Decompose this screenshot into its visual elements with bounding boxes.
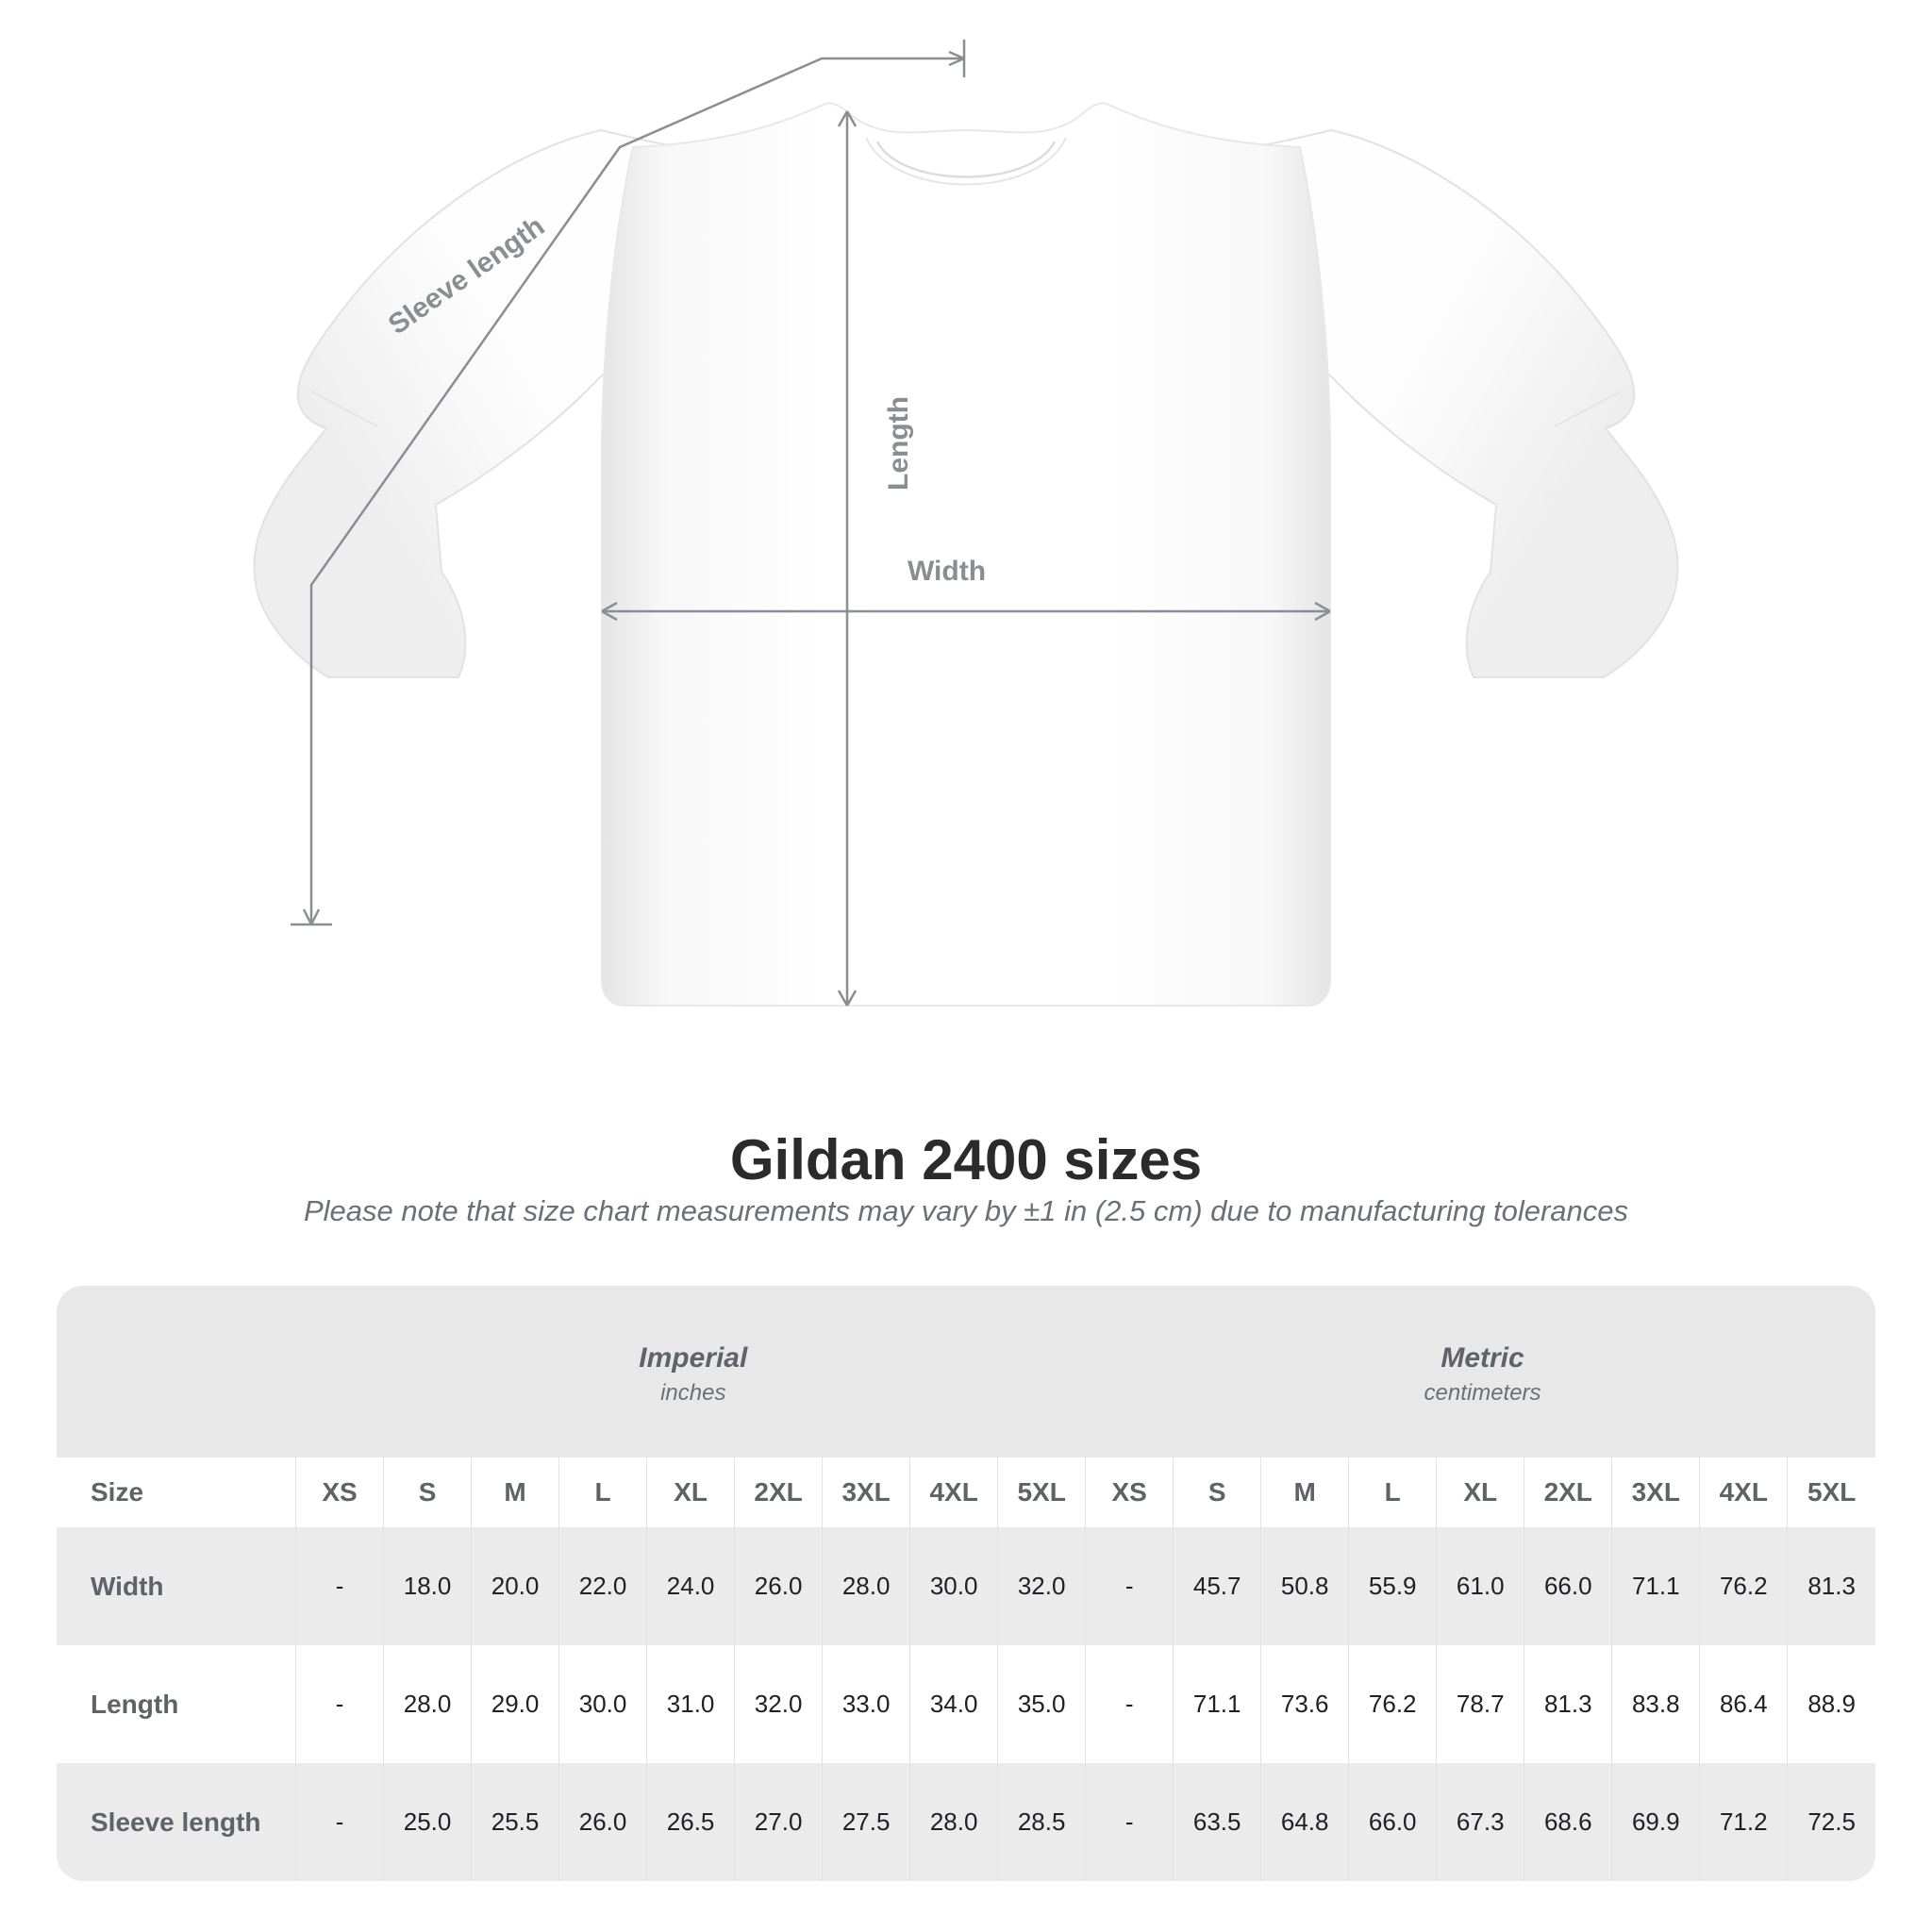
svg-text:Width: Width (908, 556, 986, 587)
svg-text:Length: Length (883, 396, 914, 491)
